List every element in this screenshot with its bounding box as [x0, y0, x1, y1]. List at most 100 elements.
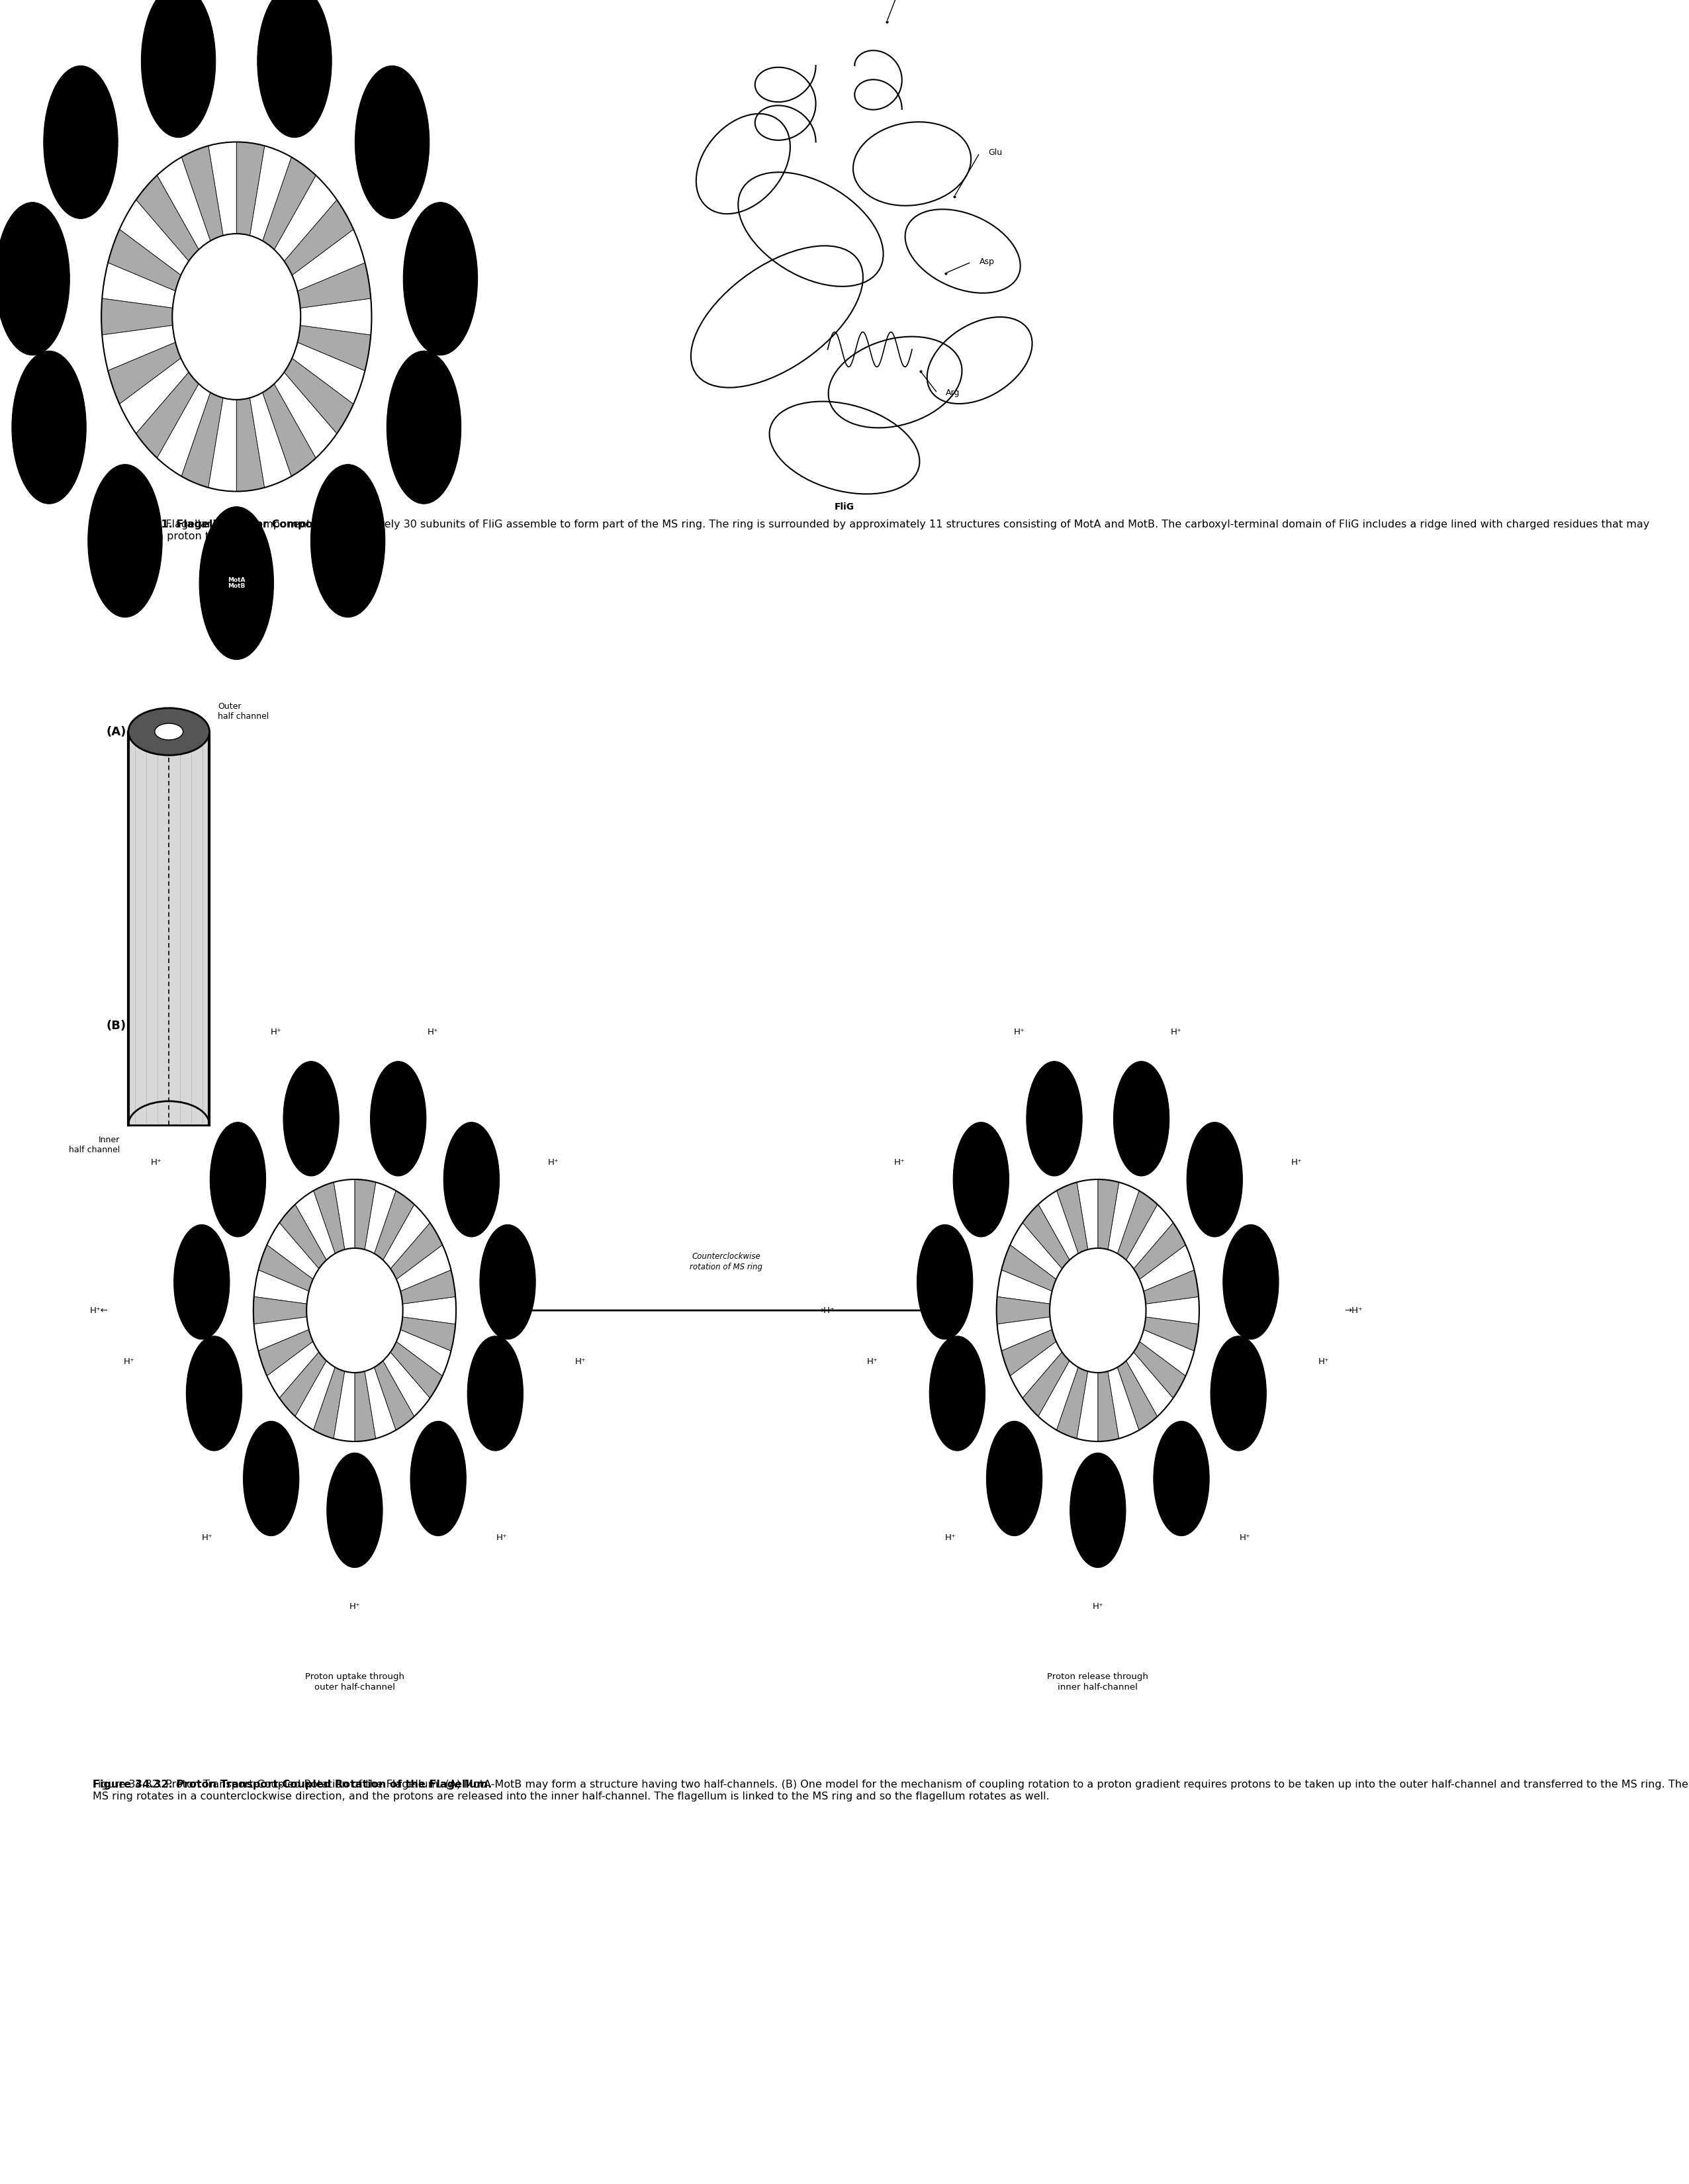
Text: Inner
half channel: Inner half channel — [69, 1136, 120, 1153]
Wedge shape — [1140, 1245, 1194, 1291]
Ellipse shape — [284, 1061, 339, 1175]
Ellipse shape — [142, 0, 216, 138]
Text: H⁺: H⁺ — [547, 1158, 559, 1166]
Wedge shape — [1039, 1190, 1078, 1260]
Wedge shape — [284, 199, 353, 275]
Ellipse shape — [917, 1225, 973, 1339]
Wedge shape — [108, 229, 181, 290]
Ellipse shape — [44, 66, 118, 218]
Wedge shape — [236, 142, 265, 236]
Wedge shape — [1057, 1182, 1088, 1254]
Wedge shape — [292, 229, 365, 290]
Wedge shape — [274, 175, 336, 262]
Ellipse shape — [1223, 1225, 1279, 1339]
Wedge shape — [1118, 1361, 1157, 1431]
Text: Proton release through
inner half-channel: Proton release through inner half-channe… — [1047, 1673, 1149, 1693]
Ellipse shape — [953, 1123, 1008, 1236]
Ellipse shape — [155, 723, 182, 740]
Wedge shape — [1010, 1223, 1062, 1280]
Ellipse shape — [370, 1061, 426, 1175]
Bar — [128, 732, 209, 1125]
Ellipse shape — [186, 1337, 242, 1450]
Circle shape — [172, 234, 301, 400]
Wedge shape — [1002, 1330, 1056, 1376]
Wedge shape — [253, 1269, 309, 1304]
Circle shape — [253, 1179, 456, 1441]
Wedge shape — [397, 1330, 451, 1376]
Text: H⁺: H⁺ — [1013, 1026, 1025, 1035]
Ellipse shape — [1211, 1337, 1267, 1450]
Text: H⁺: H⁺ — [201, 1533, 213, 1542]
Text: H⁺: H⁺ — [150, 1158, 162, 1166]
Wedge shape — [402, 1297, 456, 1324]
Wedge shape — [101, 325, 176, 371]
Wedge shape — [1143, 1269, 1199, 1304]
Wedge shape — [314, 1182, 345, 1254]
Wedge shape — [375, 1361, 414, 1431]
Text: FliG: FliG — [834, 502, 855, 511]
Wedge shape — [1022, 1352, 1069, 1417]
Wedge shape — [120, 199, 189, 275]
Ellipse shape — [404, 203, 478, 356]
Wedge shape — [279, 1352, 326, 1417]
Wedge shape — [137, 371, 199, 459]
Ellipse shape — [199, 507, 274, 660]
Text: H⁺: H⁺ — [497, 1533, 508, 1542]
Wedge shape — [314, 1367, 345, 1439]
Ellipse shape — [986, 1422, 1042, 1535]
Ellipse shape — [311, 465, 385, 618]
Text: H⁺: H⁺ — [123, 1358, 135, 1367]
Text: Figure 34.31. Flagellar Motor Components. Approximately 30 subunits of FliG asse: Figure 34.31. Flagellar Motor Components… — [93, 520, 1650, 542]
Wedge shape — [1039, 1361, 1078, 1431]
Text: MotA
MotB: MotA MotB — [228, 577, 245, 590]
Text: H⁺: H⁺ — [944, 1533, 956, 1542]
Wedge shape — [250, 393, 292, 487]
Wedge shape — [997, 1269, 1052, 1304]
Text: H⁺: H⁺ — [427, 1026, 439, 1035]
Wedge shape — [297, 325, 372, 371]
Wedge shape — [1098, 1179, 1118, 1249]
Wedge shape — [258, 1330, 312, 1376]
Circle shape — [101, 142, 372, 491]
Wedge shape — [284, 358, 353, 435]
Wedge shape — [120, 358, 189, 435]
Circle shape — [307, 1247, 404, 1374]
Wedge shape — [1002, 1245, 1056, 1291]
Ellipse shape — [1187, 1123, 1243, 1236]
Text: Figure 34.32. Proton Transport-Coupled Rotation of the Flagellum.: Figure 34.32. Proton Transport-Coupled R… — [93, 1780, 491, 1791]
Wedge shape — [137, 175, 199, 262]
Text: H⁺: H⁺ — [893, 1158, 905, 1166]
Ellipse shape — [1113, 1061, 1169, 1175]
Text: (B): (B) — [106, 1020, 127, 1031]
Text: (A): (A) — [106, 727, 127, 738]
Text: H⁺: H⁺ — [574, 1358, 586, 1367]
Ellipse shape — [174, 1225, 230, 1339]
Ellipse shape — [1027, 1061, 1083, 1175]
Text: H⁺: H⁺ — [1317, 1358, 1329, 1367]
Wedge shape — [101, 262, 176, 308]
Ellipse shape — [444, 1123, 500, 1236]
Wedge shape — [1133, 1223, 1186, 1280]
Wedge shape — [397, 1245, 451, 1291]
Wedge shape — [208, 397, 236, 491]
Wedge shape — [1057, 1367, 1088, 1439]
Wedge shape — [292, 343, 365, 404]
Ellipse shape — [257, 0, 331, 138]
Ellipse shape — [326, 1452, 382, 1568]
Wedge shape — [1078, 1372, 1098, 1441]
Wedge shape — [297, 262, 372, 308]
Text: Figure 34.31. Flagellar Motor Components.: Figure 34.31. Flagellar Motor Components… — [93, 520, 351, 531]
Wedge shape — [365, 1367, 395, 1439]
Wedge shape — [157, 157, 211, 249]
Text: H⁺: H⁺ — [350, 1603, 360, 1612]
Circle shape — [1049, 1247, 1145, 1374]
Text: H⁺: H⁺ — [1093, 1603, 1103, 1612]
Wedge shape — [296, 1190, 334, 1260]
Wedge shape — [1133, 1341, 1186, 1398]
Ellipse shape — [1071, 1452, 1125, 1568]
Text: H⁺←: H⁺← — [90, 1306, 108, 1315]
Wedge shape — [267, 1341, 319, 1398]
Wedge shape — [253, 1317, 309, 1352]
Text: Outer
half channel: Outer half channel — [218, 703, 269, 721]
Wedge shape — [390, 1341, 443, 1398]
